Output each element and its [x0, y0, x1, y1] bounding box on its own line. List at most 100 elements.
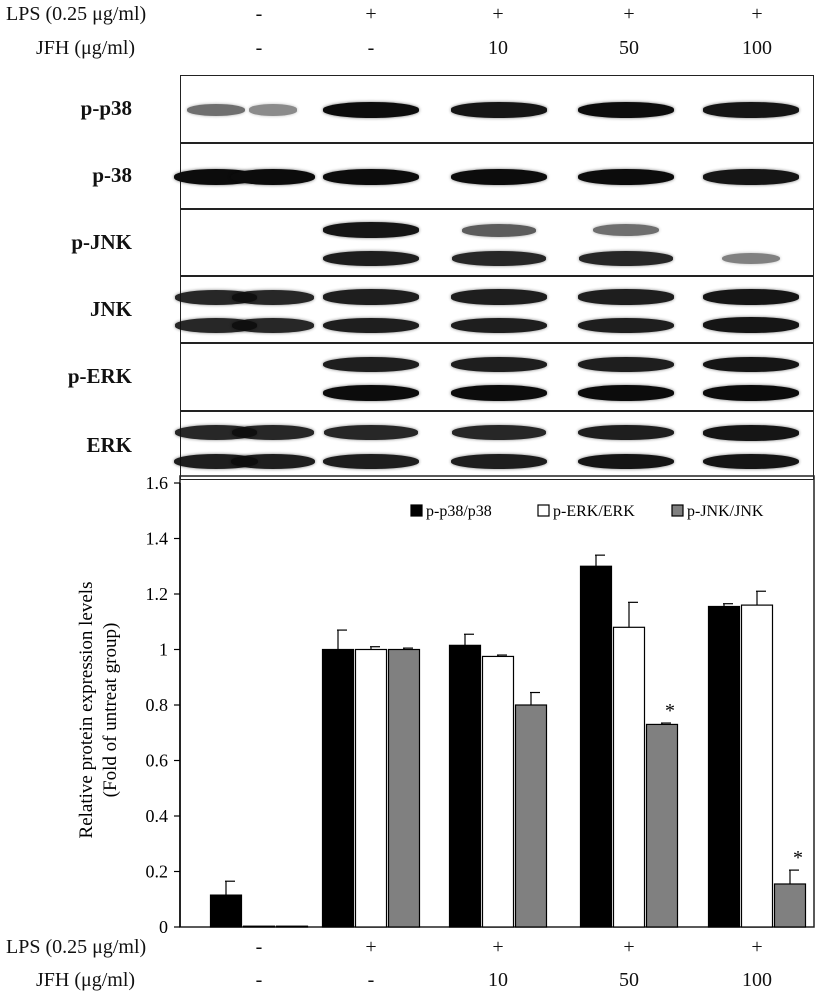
blot-band — [578, 425, 674, 441]
legend-swatch — [537, 504, 550, 517]
blot-band — [323, 102, 419, 118]
y-tick-label: 1.2 — [146, 584, 169, 604]
blot-band — [703, 317, 799, 334]
blot-band — [451, 250, 547, 266]
blot-label: JNK — [90, 296, 132, 321]
blot-band — [578, 317, 674, 333]
y-tick-label: 0.6 — [146, 751, 169, 771]
bar-p-ERK/ERK — [354, 648, 388, 928]
blot-band — [323, 250, 419, 266]
bar-p-ERK/ERK — [481, 655, 515, 928]
blot-band — [578, 289, 674, 305]
bar-p-p38/p38 — [579, 565, 613, 928]
bar-p-JNK/JNK — [387, 648, 421, 928]
blot-band — [703, 384, 799, 401]
blot-band — [451, 425, 547, 441]
blot-panel-p-38 — [174, 143, 814, 209]
top-jfh-value: 50 — [619, 37, 639, 59]
bottom-jfh-value: 50 — [619, 969, 639, 991]
blot-panel-jnk — [174, 276, 814, 343]
legend-label: p-ERK/ERK — [553, 503, 635, 520]
y-tick-label: 1.4 — [146, 529, 169, 549]
jfh-condition-label-bottom: JFH (μg/ml) — [36, 969, 136, 991]
top-jfh-value: 10 — [488, 37, 508, 59]
blot-band — [323, 169, 419, 185]
bottom-lps-value: + — [751, 936, 763, 958]
legend-swatch — [410, 504, 423, 517]
blot-band — [593, 224, 659, 237]
blot-band — [231, 317, 315, 333]
y-tick-label: 0 — [159, 917, 168, 937]
blot-band — [323, 454, 419, 470]
bottom-jfh-value: 10 — [488, 969, 508, 991]
blot-band — [323, 356, 419, 373]
blot-band — [187, 103, 245, 117]
y-tick-label: 1.6 — [146, 473, 169, 493]
lps-condition-label-bottom: LPS (0.25 μg/ml) — [6, 936, 147, 958]
blot-band — [231, 454, 315, 470]
bottom-lps-value: + — [623, 936, 635, 958]
bottom-lps-value: + — [365, 936, 377, 958]
top-jfh-value: - — [255, 37, 263, 59]
bar-p-p38/p38 — [321, 648, 355, 928]
blot-label: p-38 — [92, 163, 132, 187]
bottom-jfh-value: - — [255, 969, 263, 991]
y-tick-label: 0.8 — [146, 695, 169, 715]
blot-band — [703, 169, 799, 185]
bar-p-p38/p38 — [448, 644, 482, 928]
bottom-lps-value: + — [492, 936, 504, 958]
blot-band — [578, 453, 674, 470]
top-jfh-value: 100 — [742, 37, 772, 59]
bottom-lps-value: - — [255, 936, 263, 958]
top-lps-value: - — [255, 3, 263, 25]
blot-band — [323, 425, 419, 441]
blot-band — [323, 222, 419, 238]
jfh-condition-label-top: JFH (μg/ml) — [36, 37, 136, 59]
blot-label: p-JNK — [71, 229, 132, 254]
significance-marker: * — [665, 700, 675, 722]
blot-band — [578, 169, 674, 185]
blot-band — [703, 102, 799, 118]
blot-band — [451, 289, 547, 305]
blot-label: ERK — [86, 432, 132, 457]
blot-band — [323, 289, 419, 305]
blot-band — [721, 252, 781, 264]
blot-band — [703, 453, 799, 470]
blot-band — [323, 384, 419, 401]
lps-condition-label-top: LPS (0.25 μg/ml) — [6, 3, 147, 25]
significance-marker: * — [793, 847, 803, 869]
y-tick-label: 1 — [159, 640, 168, 660]
top-lps-value: + — [751, 3, 763, 25]
legend-label: p-p38/p38 — [426, 503, 492, 520]
top-lps-value: + — [365, 3, 377, 25]
blot-band — [703, 289, 799, 305]
bar-p-p38/p38 — [209, 894, 243, 928]
blot-band — [323, 317, 419, 333]
bar-p-JNK/JNK — [514, 704, 548, 928]
blot-band — [578, 250, 674, 266]
blot-band — [231, 169, 315, 185]
blot-band — [578, 384, 674, 401]
blot-band — [451, 317, 547, 333]
top-lps-value: + — [623, 3, 635, 25]
blot-band — [451, 384, 547, 401]
blot-panel-p-erk — [180, 343, 814, 411]
bar-p-JNK/JNK — [645, 723, 679, 928]
y-axis-label-line2: (Fold of untreat group) — [100, 623, 121, 798]
blot-panel-erk — [174, 411, 814, 480]
y-tick-label: 0.2 — [146, 862, 169, 882]
bar-p-ERK/ERK — [740, 604, 774, 928]
blot-label: p-p38 — [80, 96, 132, 120]
blot-panel-p-p38 — [180, 75, 814, 143]
blot-band — [231, 425, 315, 441]
blot-panel-p-jnk — [180, 209, 814, 276]
legend-swatch — [671, 504, 684, 517]
y-axis-label-line1: Relative protein expression levels — [76, 582, 97, 839]
top-lps-value: + — [492, 3, 504, 25]
blot-band — [451, 102, 547, 118]
blot-band — [703, 356, 799, 373]
legend-label: p-JNK/JNK — [687, 503, 764, 520]
blot-band — [578, 356, 674, 373]
blot-band — [703, 424, 799, 441]
